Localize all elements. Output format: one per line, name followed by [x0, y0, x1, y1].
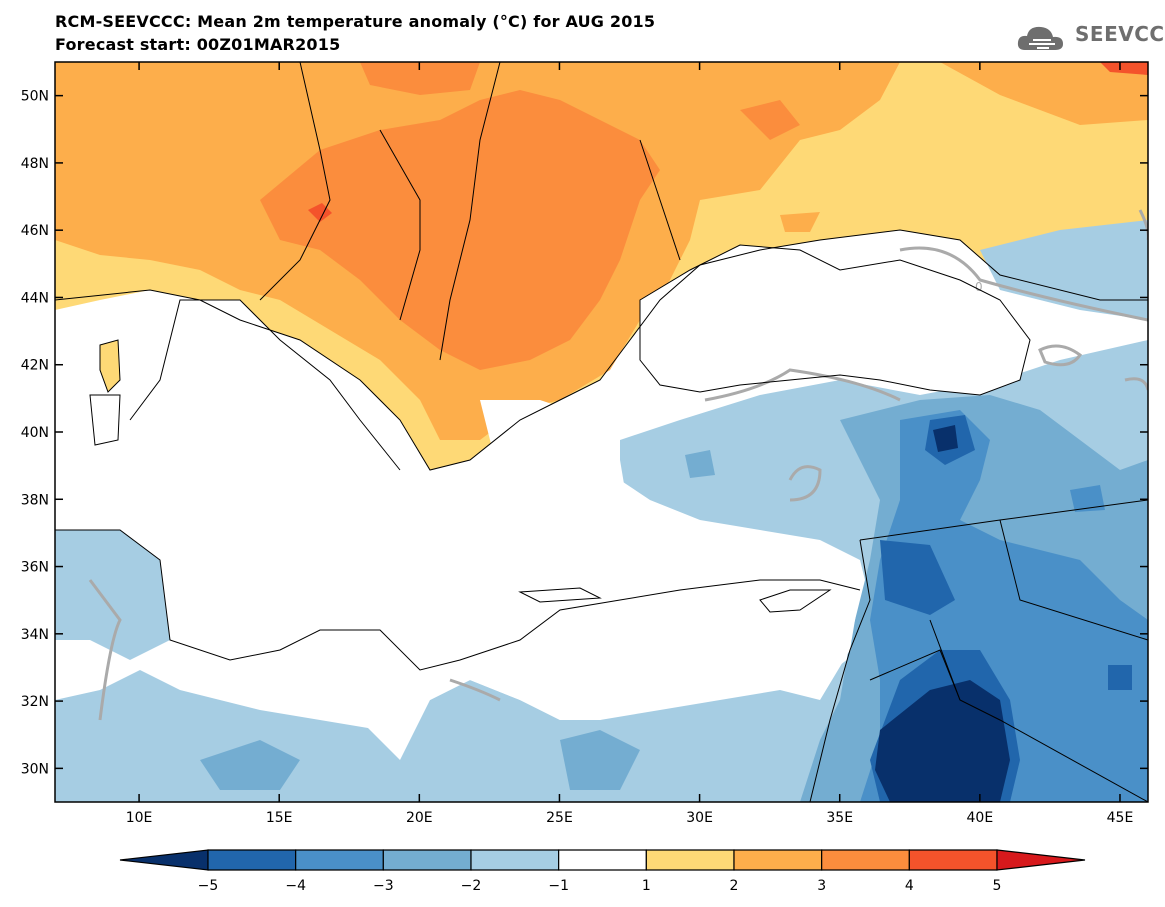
lat-tick-label: 36N: [21, 560, 49, 576]
lon-tick-label: 45E: [1107, 810, 1134, 826]
longitude-axis: 10E 15E 20E 25E 30E 35E 40E 45E: [126, 62, 1134, 826]
colorbar: −5 −4 −3 −2 −1 1 2 3 4 5: [119, 849, 1086, 894]
lon-tick-label: 30E: [686, 810, 713, 826]
lat-tick-label: 38N: [21, 492, 49, 508]
cloud-icon: [1017, 26, 1063, 50]
latitude-axis: 50N 48N 46N 44N 42N 40N 38N 36N 34N 32N 30N: [21, 89, 1148, 777]
lon-tick-label: 10E: [126, 810, 153, 826]
anomaly-region-minus4: [880, 540, 955, 615]
seevccc-logo-text: SEEVCCC: [1075, 22, 1165, 46]
colorbar-level-label: 5: [993, 878, 1002, 894]
lat-tick-label: 30N: [21, 761, 49, 777]
anomaly-region-minus5-center: [933, 425, 958, 452]
zero-contour-label: 0: [975, 280, 983, 294]
colorbar-level-label: 1: [642, 878, 651, 894]
lon-tick-label: 20E: [406, 810, 433, 826]
zero-contours: [88, 209, 1148, 721]
colorbar-box: [733, 849, 823, 871]
colorbar-max-triangle: [996, 849, 1086, 871]
anomaly-region-plus2-crimea: [780, 212, 820, 232]
colorbar-level-label: −3: [373, 878, 394, 894]
anomaly-region-minus5: [875, 680, 1010, 802]
lat-tick-label: 32N: [21, 694, 49, 710]
black-sea: [640, 245, 1030, 395]
colorbar-min-triangle: [119, 849, 209, 871]
colorbar-box: [908, 849, 998, 871]
anomaly-region-plus2-east: [940, 62, 1148, 125]
lon-tick-label: 40E: [967, 810, 994, 826]
anomaly-region-minus2-libya: [200, 740, 300, 790]
lat-tick-label: 42N: [21, 358, 49, 374]
anomaly-region-minus2-aegean: [685, 450, 715, 478]
lat-tick-label: 46N: [21, 223, 49, 239]
adriatic-tyrrhenian-sea: [120, 300, 500, 610]
lon-tick-label: 35E: [826, 810, 853, 826]
colorbar-level-label: 3: [817, 878, 826, 894]
colorbar-level-label: −2: [461, 878, 482, 894]
lat-tick-label: 34N: [21, 627, 49, 643]
anomaly-region-plus1-corsica: [100, 340, 120, 392]
colorbar-level-label: 2: [730, 878, 739, 894]
colorbar-box: [558, 849, 647, 871]
colorbar-box: [645, 849, 735, 871]
colorbar-level-label: −4: [285, 878, 306, 894]
anomaly-region-plus3-north: [360, 62, 480, 95]
anomaly-region-minus3-east: [1070, 485, 1105, 512]
colorbar-level-label: −1: [548, 878, 569, 894]
lat-tick-label: 40N: [21, 425, 49, 441]
anomaly-region-minus4-east: [1108, 665, 1132, 690]
colorbar-level-label: 4: [905, 878, 914, 894]
coastlines-and-borders: [55, 62, 1148, 802]
anomaly-region-plus3-ne: [740, 100, 800, 140]
lat-tick-label: 48N: [21, 156, 49, 172]
colorbar-box: [207, 849, 297, 871]
colorbar-box: [821, 849, 910, 871]
anomaly-region-minus2-egypt: [560, 730, 640, 790]
lat-tick-label: 44N: [21, 290, 49, 306]
anomaly-region-minus1-tunisia: [55, 530, 170, 660]
colorbar-labels: −5 −4 −3 −2 −1 1 2 3 4 5: [198, 878, 1002, 894]
lon-tick-label: 15E: [266, 810, 293, 826]
anomaly-region-plus4-ne: [1100, 62, 1148, 75]
aegean-sea: [480, 400, 630, 570]
mediterranean-sea: [170, 580, 860, 760]
lat-tick-label: 50N: [21, 89, 49, 105]
forecast-start-subtitle: Forecast start: 00Z01MAR2015: [55, 35, 341, 54]
colorbar-box: [295, 849, 384, 871]
colorbar-level-label: −5: [198, 878, 219, 894]
lon-tick-label: 25E: [546, 810, 573, 826]
colorbar-box: [470, 849, 560, 871]
map-title: RCM-SEEVCCC: Mean 2m temperature anomaly…: [55, 12, 656, 31]
colorbar-boxes: [119, 849, 1086, 871]
anomaly-region-plus3: [260, 90, 660, 370]
anomaly-region-minus1-east: [980, 220, 1148, 320]
colorbar-box: [382, 849, 472, 871]
